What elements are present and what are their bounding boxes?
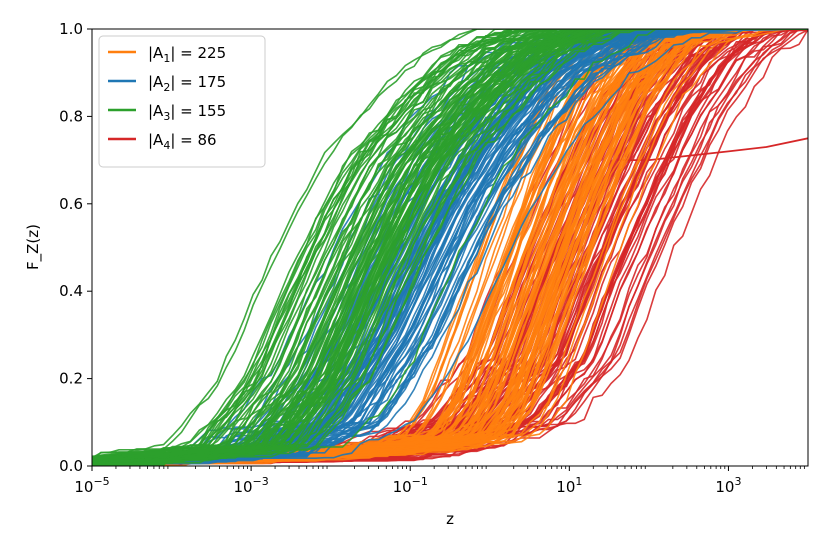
series-3-curve bbox=[92, 29, 808, 466]
y-tick-label: 0.4 bbox=[59, 282, 83, 300]
legend-label-2: |A2| = 175 bbox=[148, 73, 226, 94]
y-tick-label: 0.2 bbox=[59, 370, 83, 388]
x-tick-label: 10−3 bbox=[233, 475, 268, 496]
y-tick-label: 0.6 bbox=[59, 195, 83, 213]
y-tick-label: 1.0 bbox=[59, 20, 83, 38]
series-3-curve bbox=[92, 29, 808, 465]
plot-frame bbox=[91, 28, 809, 467]
x-tick-label: 103 bbox=[715, 475, 741, 496]
y-axis: 0.0 0.2 0.4 0.6 0.8 1.0 bbox=[59, 20, 92, 475]
x-axis: 10−5 10−3 10−1 101 103 bbox=[74, 466, 805, 496]
legend-label-1: |A1| = 225 bbox=[148, 44, 226, 65]
plot-area bbox=[91, 28, 809, 467]
series-3-curves bbox=[92, 29, 808, 466]
y-tick-label: 0.0 bbox=[59, 457, 83, 475]
y-tick-label: 0.8 bbox=[59, 107, 83, 125]
series-3-curve bbox=[92, 29, 808, 458]
x-tick-label: 10−1 bbox=[393, 475, 428, 496]
x-tick-label: 101 bbox=[556, 475, 582, 496]
series-3-curve bbox=[92, 29, 808, 466]
series-3-curve bbox=[92, 29, 808, 457]
series-3-curve bbox=[92, 29, 808, 466]
series-3-curve bbox=[92, 29, 808, 464]
legend-label-4: |A4| = 86 bbox=[148, 131, 217, 152]
y-axis-label: F_Z(z) bbox=[24, 224, 43, 270]
series-3-curve bbox=[92, 29, 808, 466]
series-3-curve bbox=[92, 29, 808, 459]
series-3-curve bbox=[92, 29, 808, 460]
legend-box bbox=[98, 35, 266, 168]
legend: |A1| = 225 |A2| = 175 |A3| = 155 |A4| = 86 bbox=[98, 35, 266, 168]
series-3-curve bbox=[92, 29, 808, 466]
series-2-curve bbox=[92, 29, 808, 466]
x-axis-label: z bbox=[446, 510, 454, 528]
series-3-curve bbox=[92, 29, 808, 462]
series-3-curve bbox=[92, 29, 808, 462]
x-tick-label: 10−5 bbox=[74, 475, 109, 496]
series-3-curve bbox=[92, 29, 808, 463]
series-3-curve bbox=[92, 29, 808, 466]
legend-label-3: |A3| = 155 bbox=[148, 102, 226, 123]
series-3-curve bbox=[92, 29, 808, 466]
